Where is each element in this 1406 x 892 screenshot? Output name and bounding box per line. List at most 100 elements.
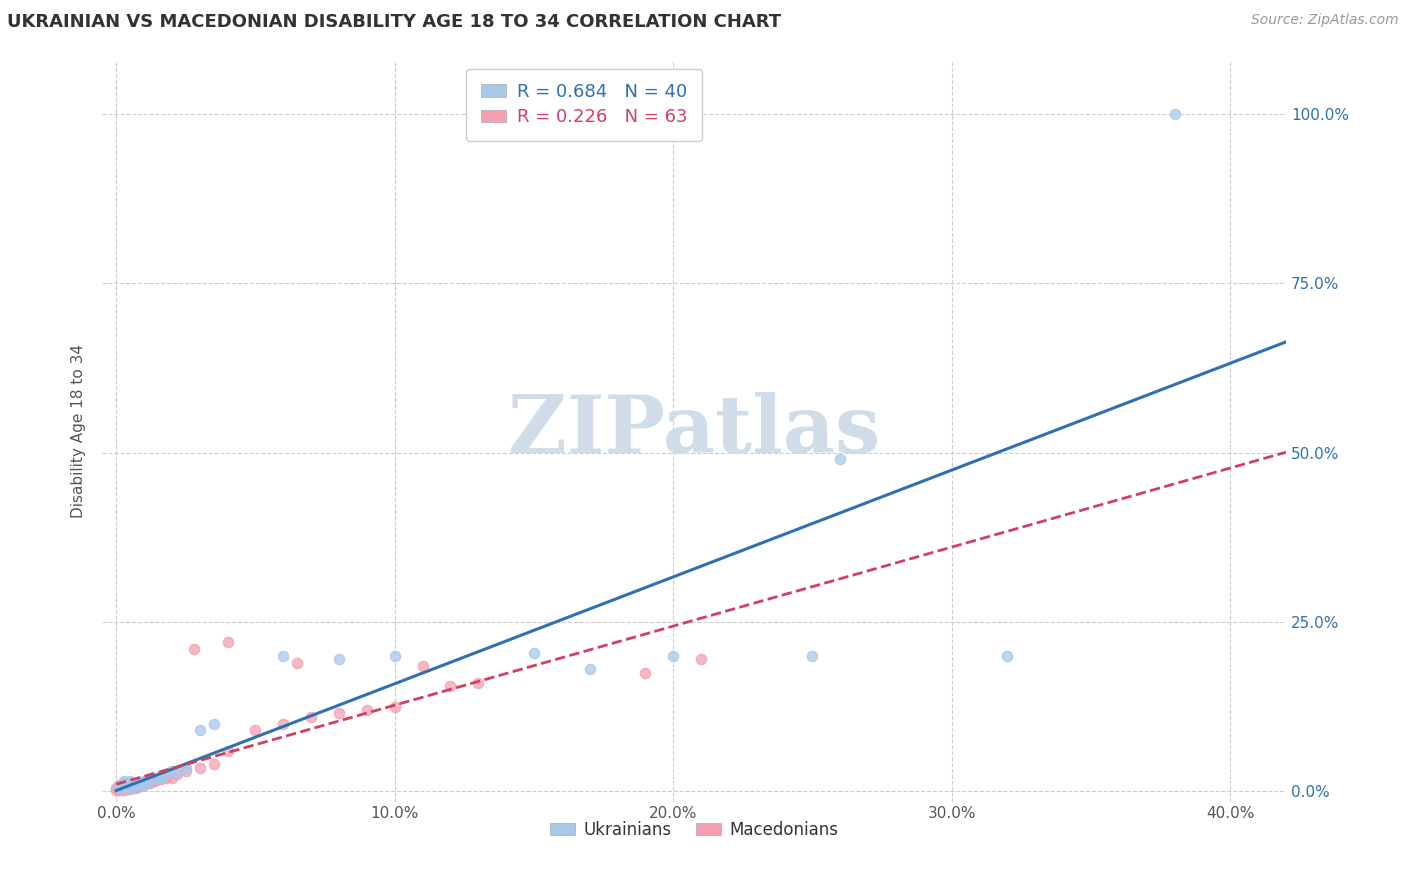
Point bbox=[412, 659, 434, 673]
Point bbox=[830, 452, 852, 467]
Point bbox=[117, 779, 139, 793]
Point bbox=[124, 776, 146, 790]
Point bbox=[105, 780, 128, 795]
Text: Source: ZipAtlas.com: Source: ZipAtlas.com bbox=[1251, 13, 1399, 28]
Point bbox=[285, 656, 308, 670]
Point bbox=[108, 778, 131, 792]
Point bbox=[160, 771, 183, 785]
Point bbox=[114, 778, 136, 792]
Point bbox=[114, 774, 136, 789]
Point bbox=[120, 780, 142, 795]
Point bbox=[328, 652, 350, 666]
Point bbox=[114, 775, 136, 789]
Point bbox=[117, 780, 139, 795]
Point bbox=[149, 772, 172, 787]
Point bbox=[117, 778, 139, 792]
Point bbox=[271, 716, 294, 731]
Y-axis label: Disability Age 18 to 34: Disability Age 18 to 34 bbox=[72, 343, 86, 517]
Point bbox=[111, 780, 134, 795]
Point bbox=[120, 778, 142, 792]
Point bbox=[108, 778, 131, 792]
Point bbox=[166, 764, 188, 778]
Point bbox=[384, 648, 406, 663]
Point bbox=[120, 779, 142, 793]
Point bbox=[202, 716, 225, 731]
Point bbox=[149, 771, 172, 785]
Point bbox=[299, 710, 322, 724]
Point bbox=[152, 771, 174, 785]
Point bbox=[132, 774, 155, 789]
Point bbox=[121, 776, 143, 790]
Point bbox=[188, 723, 211, 738]
Point bbox=[111, 780, 134, 795]
Point bbox=[1163, 107, 1185, 121]
Text: UKRAINIAN VS MACEDONIAN DISABILITY AGE 18 TO 34 CORRELATION CHART: UKRAINIAN VS MACEDONIAN DISABILITY AGE 1… bbox=[7, 13, 782, 31]
Point bbox=[578, 662, 600, 676]
Point bbox=[467, 676, 489, 690]
Point bbox=[271, 648, 294, 663]
Point bbox=[328, 706, 350, 721]
Point bbox=[135, 776, 157, 790]
Point bbox=[114, 780, 136, 795]
Point bbox=[160, 764, 183, 778]
Point bbox=[114, 779, 136, 793]
Point bbox=[217, 635, 239, 649]
Point bbox=[117, 782, 139, 797]
Point bbox=[141, 771, 163, 785]
Point bbox=[124, 779, 146, 793]
Point bbox=[121, 780, 143, 795]
Point bbox=[121, 778, 143, 792]
Point bbox=[439, 679, 461, 693]
Point bbox=[174, 761, 197, 775]
Point bbox=[120, 780, 142, 795]
Point bbox=[634, 665, 657, 680]
Point bbox=[124, 778, 146, 792]
Point bbox=[801, 648, 824, 663]
Point bbox=[111, 783, 134, 797]
Point bbox=[202, 757, 225, 772]
Point bbox=[662, 648, 685, 663]
Point bbox=[143, 774, 166, 789]
Point bbox=[117, 778, 139, 792]
Point bbox=[146, 771, 169, 785]
Point bbox=[690, 652, 713, 666]
Point bbox=[166, 767, 188, 781]
Point bbox=[108, 780, 131, 795]
Point bbox=[155, 767, 177, 781]
Point bbox=[132, 778, 155, 792]
Point bbox=[356, 703, 378, 717]
Point bbox=[132, 774, 155, 789]
Point bbox=[188, 761, 211, 775]
Point bbox=[120, 778, 142, 792]
Point bbox=[124, 780, 146, 795]
Point bbox=[141, 774, 163, 789]
Point bbox=[117, 780, 139, 795]
Point bbox=[146, 772, 169, 787]
Point bbox=[174, 764, 197, 778]
Point bbox=[127, 778, 149, 792]
Point bbox=[217, 744, 239, 758]
Point bbox=[114, 780, 136, 795]
Point bbox=[108, 779, 131, 793]
Point bbox=[111, 779, 134, 793]
Point bbox=[129, 776, 152, 790]
Point bbox=[183, 642, 205, 657]
Point bbox=[155, 771, 177, 785]
Point bbox=[127, 779, 149, 793]
Point bbox=[111, 778, 134, 792]
Point bbox=[245, 723, 267, 738]
Point bbox=[138, 775, 160, 789]
Point bbox=[121, 779, 143, 793]
Point bbox=[120, 782, 142, 797]
Point bbox=[108, 780, 131, 795]
Point bbox=[129, 778, 152, 792]
Legend: Ukrainians, Macedonians: Ukrainians, Macedonians bbox=[543, 814, 845, 846]
Point bbox=[120, 774, 142, 789]
Point bbox=[105, 783, 128, 797]
Point bbox=[114, 783, 136, 797]
Point bbox=[135, 774, 157, 789]
Text: ZIPatlas: ZIPatlas bbox=[508, 392, 880, 469]
Point bbox=[121, 780, 143, 795]
Point bbox=[138, 774, 160, 789]
Point bbox=[108, 783, 131, 797]
